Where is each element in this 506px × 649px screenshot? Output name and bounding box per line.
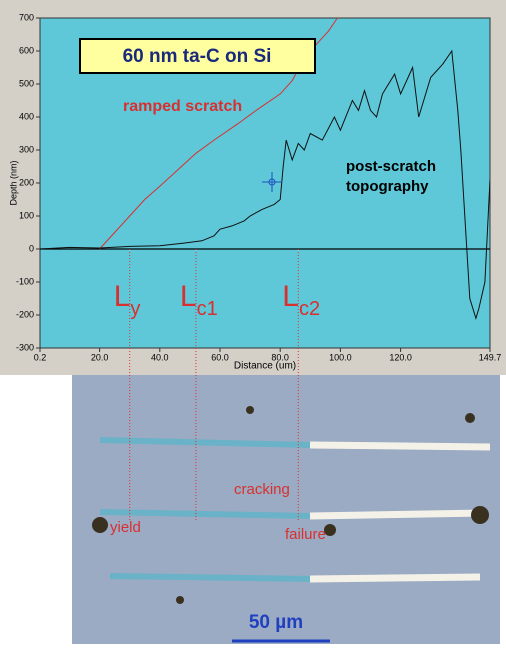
- y-tick-label: 100: [19, 210, 34, 220]
- scale-bar-label: 50 µm: [249, 612, 303, 633]
- y-axis-label: Depth (nm): [8, 160, 18, 205]
- title-box: [79, 38, 316, 74]
- crosshair: [262, 172, 282, 192]
- x-tick-label: 149.7: [479, 352, 502, 362]
- marker-label-sub: c1: [197, 298, 218, 320]
- y-tick-label: 0: [29, 243, 34, 253]
- marker-label-sub: y: [130, 298, 140, 320]
- y-tick-label: -100: [16, 276, 34, 286]
- annotation: post-scratch: [346, 158, 436, 175]
- chart-title: 60 nm ta-C on Si: [123, 46, 272, 67]
- y-tick-label: -200: [16, 309, 34, 319]
- x-tick-label: 0.2: [34, 352, 47, 362]
- x-tick-label: 40.0: [151, 352, 169, 362]
- marker-label: Lc2: [282, 280, 320, 320]
- marker-label-main: L: [114, 280, 131, 313]
- marker-label-main: L: [180, 280, 197, 313]
- x-tick-label: 60.0: [211, 352, 229, 362]
- marker-label: Ly: [114, 280, 141, 320]
- y-tick-label: 600: [19, 45, 34, 55]
- x-tick-label: 120.0: [389, 352, 412, 362]
- annotation: topography: [346, 178, 429, 195]
- marker-label-main: L: [282, 280, 299, 313]
- micrograph: [72, 375, 500, 644]
- y-tick-label: -300: [16, 342, 34, 352]
- series-line: [40, 49, 490, 321]
- micrograph-label: cracking: [234, 481, 290, 498]
- y-tick-label: 200: [19, 177, 34, 187]
- marker-label: Lc1: [180, 280, 218, 320]
- x-tick-label: 100.0: [329, 352, 352, 362]
- x-tick-label: 20.0: [91, 352, 109, 362]
- y-tick-label: 400: [19, 111, 34, 121]
- micrograph-label: yield: [110, 519, 141, 536]
- micrograph-label: failure: [285, 526, 326, 543]
- y-tick-label: 500: [19, 78, 34, 88]
- x-tick-label: 80.0: [271, 352, 289, 362]
- annotation: ramped scratch: [123, 98, 242, 115]
- plot: -300 -200 -100 0 100 200 300 400 500 600 700 0.2 20.…: [16, 12, 501, 362]
- x-axis-label: Distance (um): [234, 361, 296, 372]
- marker-label-sub: c2: [299, 298, 320, 320]
- y-tick-label: 700: [19, 12, 34, 22]
- y-tick-label: 300: [19, 144, 34, 154]
